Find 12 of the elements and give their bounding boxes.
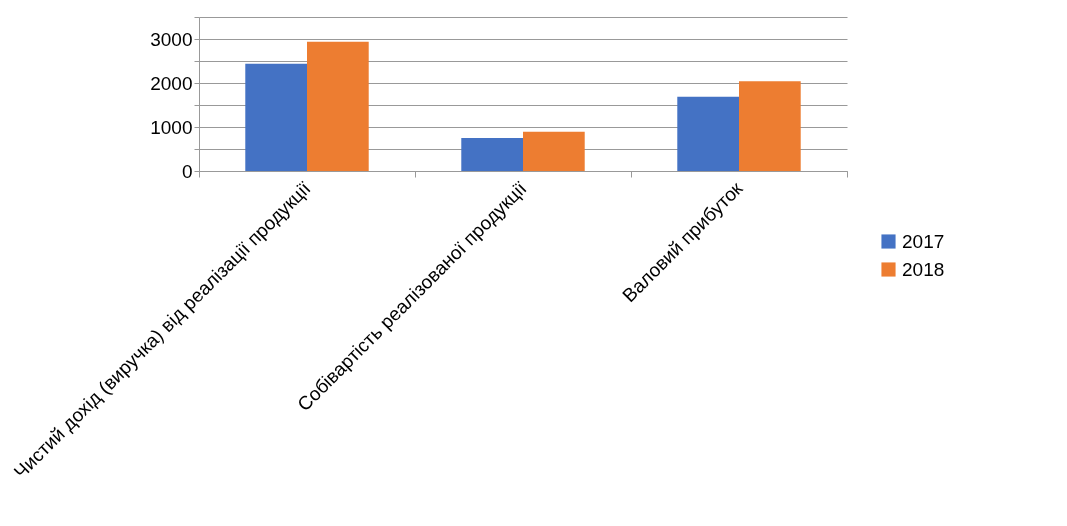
bar xyxy=(307,41,369,171)
y-tick-label: 3000 xyxy=(150,28,193,50)
legend-label: 2018 xyxy=(902,258,945,280)
y-tick-label: 2000 xyxy=(150,72,193,94)
legend-label: 2017 xyxy=(902,230,945,252)
y-tick-label: 0 xyxy=(181,160,193,182)
bar xyxy=(523,131,585,171)
y-tick-label: 1000 xyxy=(150,116,193,138)
bar xyxy=(739,81,801,171)
bar xyxy=(245,63,307,171)
bar xyxy=(461,138,523,171)
bar xyxy=(677,96,739,171)
